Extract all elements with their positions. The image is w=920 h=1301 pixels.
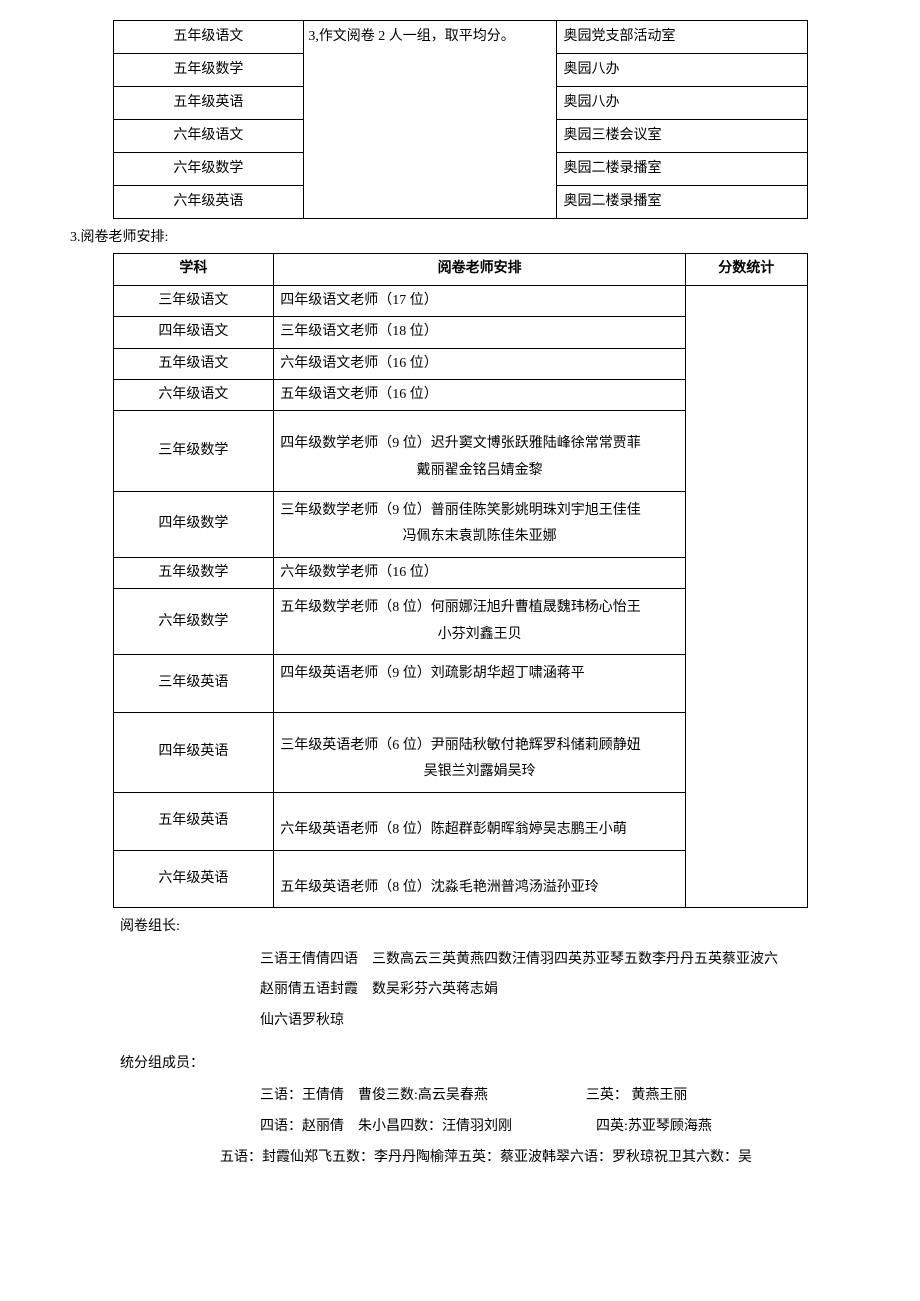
t2-arrange: 三年级英语老师（6 位）尹丽陆秋敏付艳辉罗科储莉顾静妞 吴银兰刘露娟吴玲 xyxy=(274,712,686,792)
t2-h-subject: 学科 xyxy=(113,254,274,285)
stat-label: 统分组成员： xyxy=(120,1053,860,1075)
stat-line: 五语：封霞仙郑飞五数：李丹丹陶榆萍五英：蔡亚波韩翠六语：罗秋琼祝卫其六数：吴 xyxy=(120,1143,860,1174)
t2-subject: 四年级英语 xyxy=(113,712,274,792)
t2-arrange: 四年级语文老师（17 位） xyxy=(274,285,686,316)
t2-subject: 五年级数学 xyxy=(113,557,274,588)
t2-arr-line2: 戴丽翟金铭吕婧金黎 xyxy=(280,458,679,485)
leader-line: 仙六语罗秋琼 xyxy=(120,1006,860,1037)
t2-h-arrange: 阅卷老师安排 xyxy=(274,254,686,285)
t1-subject: 五年级英语 xyxy=(113,87,304,120)
t2-h-score: 分数统计 xyxy=(686,254,807,285)
t2-arr-line1: 五年级英语老师（8 位）沈淼毛艳洲普鸿汤溢孙亚玲 xyxy=(280,880,599,895)
t1-subject: 五年级数学 xyxy=(113,54,304,87)
t1-empty xyxy=(304,120,557,153)
leader-label: 阅卷组长: xyxy=(120,916,860,938)
t2-arr-line2: 吴银兰刘露娟吴玲 xyxy=(280,759,679,786)
t2-arrange: 六年级英语老师（8 位）陈超群彭朝晖翁婷吴志鹏王小萌 xyxy=(274,793,686,851)
t1-empty xyxy=(304,54,557,87)
t1-empty xyxy=(304,87,557,120)
t2-arrange: 四年级数学老师（9 位）迟升窦文博张跃雅陆峰徐常常贾菲 戴丽翟金铭吕婧金黎 xyxy=(274,411,686,491)
t2-arr-line1: 四年级英语老师（9 位）刘疏影胡华超丁啸涵蒋平 xyxy=(280,666,585,681)
t1-loc: 奥园党支部活动室 xyxy=(557,21,807,54)
t1-subject: 六年级数学 xyxy=(113,153,304,186)
location-table: 五年级语文 3,作文阅卷 2 人一组，取平均分。 奥园党支部活动室 五年级数学 … xyxy=(113,20,808,219)
t1-loc: 奥园三楼会议室 xyxy=(557,120,807,153)
t1-loc: 奥园二楼录播室 xyxy=(557,153,807,186)
t1-subject: 五年级语文 xyxy=(113,21,304,54)
t1-subject: 六年级语文 xyxy=(113,120,304,153)
t2-subject: 五年级英语 xyxy=(113,793,274,851)
t2-subject: 三年级语文 xyxy=(113,285,274,316)
t2-subject: 四年级数学 xyxy=(113,491,274,557)
t2-subject: 三年级数学 xyxy=(113,411,274,491)
stat-line: 四语：赵丽倩 朱小昌四数：汪倩羽刘刚 四英:苏亚琴顾海燕 xyxy=(120,1112,860,1143)
t2-arrange: 五年级语文老师（16 位） xyxy=(274,379,686,410)
t2-subject: 四年级语文 xyxy=(113,317,274,348)
t2-subject: 六年级数学 xyxy=(113,589,274,655)
t2-arrange: 五年级英语老师（8 位）沈淼毛艳洲普鸿汤溢孙亚玲 xyxy=(274,850,686,908)
t2-subject: 六年级英语 xyxy=(113,850,274,908)
t2-subject: 五年级语文 xyxy=(113,348,274,379)
t2-arr-line1: 四年级数学老师（9 位）迟升窦文博张跃雅陆峰徐常常贾菲 xyxy=(280,436,641,451)
t1-empty xyxy=(304,186,557,219)
stat-line: 三语：王倩倩 曹俊三数:高云吴春燕 三英： 黄燕王丽 xyxy=(120,1081,860,1112)
t1-subject: 六年级英语 xyxy=(113,186,304,219)
t1-loc: 奥园八办 xyxy=(557,54,807,87)
t2-arrange: 六年级数学老师（16 位） xyxy=(274,557,686,588)
t1-note: 3,作文阅卷 2 人一组，取平均分。 xyxy=(304,21,557,54)
t1-loc: 奥园八办 xyxy=(557,87,807,120)
stat-block: 三语：王倩倩 曹俊三数:高云吴春燕 三英： 黄燕王丽 四语：赵丽倩 朱小昌四数：… xyxy=(120,1081,860,1173)
t2-arrange: 四年级英语老师（9 位）刘疏影胡华超丁啸涵蒋平 xyxy=(274,655,686,713)
t2-arr-line1: 三年级数学老师（9 位）普丽佳陈笑影姚明珠刘宇旭王佳佳 xyxy=(280,503,641,518)
teacher-arrange-table: 学科 阅卷老师安排 分数统计 三年级语文 四年级语文老师（17 位） 四年级语文… xyxy=(113,253,808,908)
t2-subject: 六年级语文 xyxy=(113,379,274,410)
leader-line: 赵丽倩五语封霞 数吴彩芬六英蒋志娟 xyxy=(120,975,860,1006)
t2-arr-line1: 三年级英语老师（6 位）尹丽陆秋敏付艳辉罗科储莉顾静妞 xyxy=(280,738,641,753)
leader-block: 三语王倩倩四语 三数高云三英黄燕四数汪倩羽四英苏亚琴五数李丹丹五英蔡亚波六 赵丽… xyxy=(120,945,860,1037)
t1-empty xyxy=(304,153,557,186)
t2-arr-line2: 冯佩东末袁凯陈佳朱亚娜 xyxy=(280,524,679,551)
t2-subject: 三年级英语 xyxy=(113,655,274,713)
t2-arrange: 三年级数学老师（9 位）普丽佳陈笑影姚明珠刘宇旭王佳佳 冯佩东末袁凯陈佳朱亚娜 xyxy=(274,491,686,557)
t2-arrange: 三年级语文老师（18 位） xyxy=(274,317,686,348)
t2-arr-line1: 五年级数学老师（8 位）何丽娜汪旭升曹植晟魏玮杨心怡王 xyxy=(280,600,641,615)
t1-loc: 奥园二楼录播室 xyxy=(557,186,807,219)
t2-arrange: 五年级数学老师（8 位）何丽娜汪旭升曹植晟魏玮杨心怡王 小芬刘鑫王贝 xyxy=(274,589,686,655)
section3-label: 3.阅卷老师安排: xyxy=(70,227,860,249)
t2-arr-line1: 六年级英语老师（8 位）陈超群彭朝晖翁婷吴志鹏王小萌 xyxy=(280,822,627,837)
t2-arrange: 六年级语文老师（16 位） xyxy=(274,348,686,379)
leader-line: 三语王倩倩四语 三数高云三英黄燕四数汪倩羽四英苏亚琴五数李丹丹五英蔡亚波六 xyxy=(120,945,860,976)
t2-score-merged xyxy=(686,285,807,907)
t2-arr-line2: 小芬刘鑫王贝 xyxy=(280,622,679,649)
